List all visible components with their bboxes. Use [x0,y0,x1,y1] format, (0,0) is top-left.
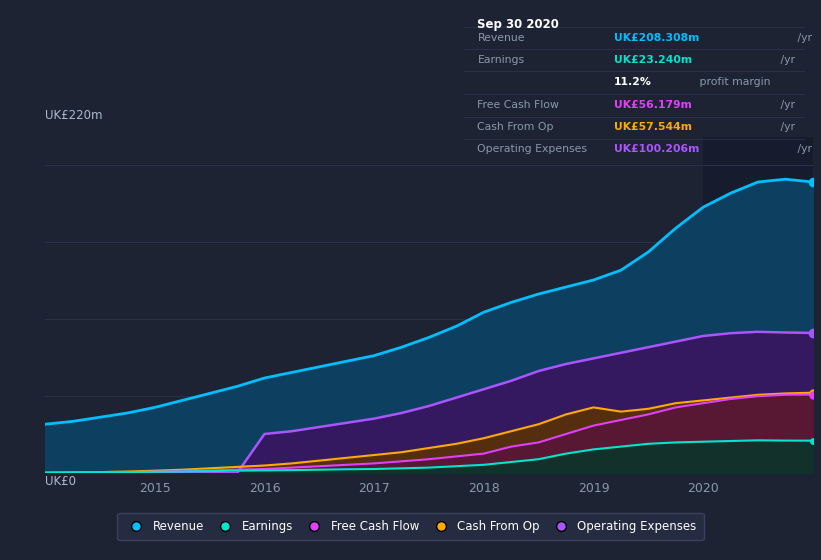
Text: UK£0: UK£0 [45,475,76,488]
Text: 11.2%: 11.2% [614,77,652,87]
Text: UK£57.544m: UK£57.544m [614,122,692,132]
Text: UK£220m: UK£220m [45,109,103,122]
Bar [703,137,813,473]
Text: UK£208.308m: UK£208.308m [614,32,699,43]
Text: /yr: /yr [777,122,796,132]
Text: /yr: /yr [794,144,812,154]
Text: UK£23.240m: UK£23.240m [614,55,692,65]
Text: Earnings: Earnings [478,55,525,65]
Text: profit margin: profit margin [695,77,770,87]
Text: Revenue: Revenue [478,32,525,43]
Text: Operating Expenses: Operating Expenses [478,144,588,154]
Text: Cash From Op: Cash From Op [478,122,554,132]
Legend: Revenue, Earnings, Free Cash Flow, Cash From Op, Operating Expenses: Revenue, Earnings, Free Cash Flow, Cash … [117,513,704,540]
Text: Free Cash Flow: Free Cash Flow [478,100,559,110]
Text: UK£56.179m: UK£56.179m [614,100,691,110]
Text: /yr: /yr [777,100,796,110]
Text: /yr: /yr [777,55,796,65]
Text: /yr: /yr [794,32,812,43]
Text: Sep 30 2020: Sep 30 2020 [478,18,559,31]
Text: UK£100.206m: UK£100.206m [614,144,699,154]
